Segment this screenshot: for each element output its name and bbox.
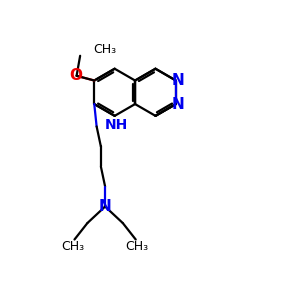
- Text: CH₃: CH₃: [125, 240, 148, 253]
- Text: N: N: [171, 97, 184, 112]
- Text: N: N: [171, 73, 184, 88]
- Text: CH₃: CH₃: [93, 44, 116, 56]
- Text: CH₃: CH₃: [62, 240, 85, 253]
- Text: N: N: [99, 199, 112, 214]
- Text: O: O: [70, 68, 83, 83]
- Text: NH: NH: [105, 118, 128, 132]
